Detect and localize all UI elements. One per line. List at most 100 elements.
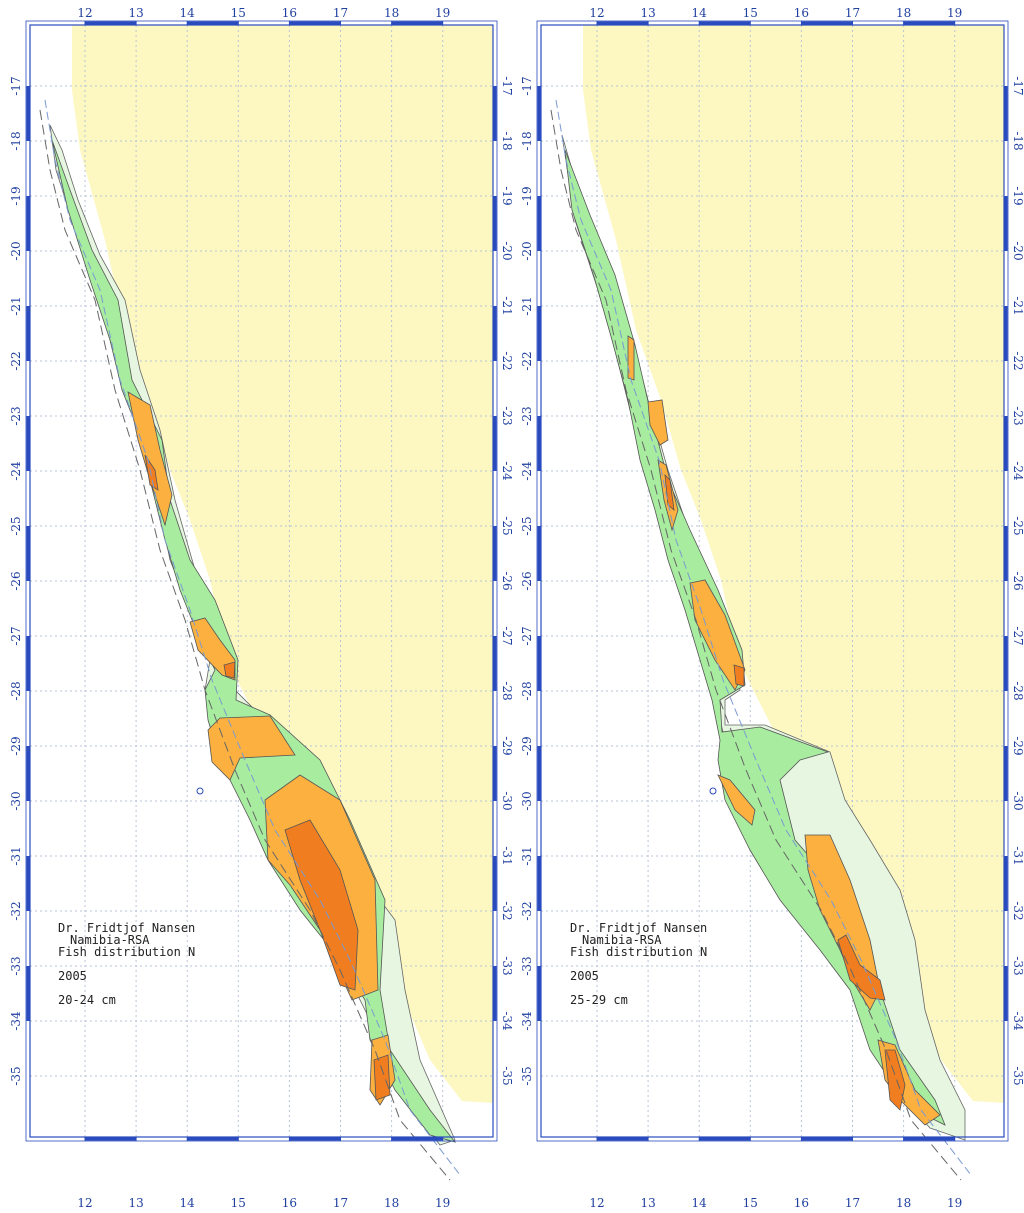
lat-tick-label-right: -19: [500, 186, 514, 205]
lat-tick-label-left: -19: [9, 186, 23, 205]
lon-tick-label-top: 13: [128, 6, 143, 20]
lat-tick-label-right: -26: [1011, 571, 1024, 590]
map-panel-right: 12 12 13 13 14 14 15 15 16 16 17 17 18 18 19 19 -17 -17 -1…: [520, 6, 1024, 1210]
lat-tick-label-left: -26: [520, 571, 534, 590]
lon-tick-label-bottom: 12: [589, 1196, 604, 1210]
caption-size-class: 25-29 cm: [570, 993, 628, 1007]
lon-tick-label-bottom: 19: [435, 1196, 450, 1210]
lat-tick-label-left: -21: [520, 296, 534, 315]
lat-tick-label-right: -22: [1011, 351, 1024, 370]
lat-tick-label-left: -35: [9, 1066, 23, 1085]
lon-tick-label-bottom: 12: [77, 1196, 92, 1210]
lat-tick-label-left: -27: [9, 626, 23, 645]
lat-tick-label-left: -34: [9, 1011, 23, 1031]
lat-tick-label-right: -18: [1011, 131, 1024, 150]
axis-ticks-left: 12 12 13 13 14 14 15 15 16 16 17 17 18 18 19 19 -17 -17 -1…: [9, 6, 514, 1210]
lat-tick-label-left: -26: [9, 571, 23, 590]
lon-tick-label-top: 19: [947, 6, 962, 20]
lat-tick-label-right: -33: [1011, 956, 1024, 975]
lon-tick-label-top: 16: [794, 6, 809, 20]
lat-tick-label-right: -30: [500, 791, 514, 810]
lat-tick-label-left: -24: [9, 461, 23, 481]
map-panel-left: 12 12 13 13 14 14 15 15 16 16 17 17 18 18 19 19 -17 -17 -1…: [9, 6, 514, 1210]
lon-tick-label-top: 16: [282, 6, 297, 20]
lon-tick-label-top: 17: [333, 6, 348, 20]
lat-tick-label-left: -23: [9, 406, 23, 425]
lon-tick-label-top: 15: [231, 6, 246, 20]
lon-tick-label-top: 17: [845, 6, 860, 20]
lat-tick-label-right: -25: [1011, 516, 1024, 535]
lat-tick-label-right: -21: [1011, 296, 1024, 315]
caption-right: Dr. Fridtjof Nansen Namibia-RSA Fish dis…: [570, 921, 707, 1007]
lon-tick-label-bottom: 16: [794, 1196, 809, 1210]
lat-tick-label-right: -27: [500, 626, 514, 645]
lat-tick-label-left: -18: [520, 131, 534, 150]
lat-tick-label-right: -25: [500, 516, 514, 535]
lat-tick-label-left: -29: [520, 736, 534, 755]
caption-size-class: 20-24 cm: [58, 993, 116, 1007]
lat-tick-label-left: -22: [520, 351, 534, 370]
lat-tick-label-right: -24: [500, 461, 514, 481]
lat-tick-label-left: -17: [520, 76, 534, 95]
lat-tick-label-left: -25: [520, 516, 534, 535]
lon-tick-label-top: 15: [743, 6, 758, 20]
lat-tick-label-right: -27: [1011, 626, 1024, 645]
lat-tick-label-right: -23: [1011, 406, 1024, 425]
lat-tick-label-left: -19: [520, 186, 534, 205]
lat-tick-label-left: -33: [520, 956, 534, 975]
lat-tick-label-right: -35: [1011, 1066, 1024, 1085]
lat-tick-label-left: -27: [520, 626, 534, 645]
lat-tick-label-right: -29: [500, 736, 514, 755]
caption-left: Dr. Fridtjof Nansen Namibia-RSA Fish dis…: [58, 921, 195, 1007]
caption-year: 2005: [58, 969, 87, 983]
lat-tick-label-right: -33: [500, 956, 514, 975]
lat-tick-label-left: -30: [520, 791, 534, 810]
lon-tick-label-bottom: 17: [845, 1196, 860, 1210]
lon-tick-label-bottom: 18: [384, 1196, 399, 1210]
lat-tick-label-left: -35: [520, 1066, 534, 1085]
lat-tick-label-right: -30: [1011, 791, 1024, 810]
lat-tick-label-right: -26: [500, 571, 514, 590]
lat-tick-label-left: -21: [9, 296, 23, 315]
lat-tick-label-right: -22: [500, 351, 514, 370]
lon-tick-label-top: 19: [435, 6, 450, 20]
caption-line3: Fish distribution N: [570, 945, 707, 959]
distribution-left: [39, 99, 461, 1181]
lat-tick-label-right: -19: [1011, 186, 1024, 205]
lon-tick-label-top: 12: [589, 6, 604, 20]
lon-tick-label-top: 14: [692, 6, 708, 20]
lon-tick-label-bottom: 15: [743, 1196, 758, 1210]
lon-tick-label-top: 14: [180, 6, 196, 20]
lat-tick-label-left: -17: [9, 76, 23, 95]
lat-tick-label-right: -34: [1011, 1011, 1024, 1031]
lat-tick-label-right: -28: [500, 681, 514, 700]
lat-tick-label-right: -21: [500, 296, 514, 315]
lat-tick-label-right: -24: [1011, 461, 1024, 481]
land-area-left: [72, 25, 493, 1103]
lon-tick-label-top: 13: [640, 6, 655, 20]
lon-tick-label-top: 18: [896, 6, 911, 20]
lon-tick-label-top: 18: [384, 6, 399, 20]
lon-tick-label-bottom: 13: [640, 1196, 655, 1210]
lon-tick-label-bottom: 16: [282, 1196, 297, 1210]
caption-line1: Dr. Fridtjof Nansen: [58, 921, 195, 935]
caption-line1: Dr. Fridtjof Nansen: [570, 921, 707, 935]
lat-tick-label-left: -23: [520, 406, 534, 425]
lat-tick-label-right: -17: [1011, 76, 1024, 95]
lon-tick-label-bottom: 15: [231, 1196, 246, 1210]
lat-tick-label-right: -34: [500, 1011, 514, 1031]
lat-tick-label-right: -28: [1011, 681, 1024, 700]
lat-tick-label-right: -32: [500, 901, 514, 920]
lon-tick-label-bottom: 18: [896, 1196, 911, 1210]
lat-tick-label-left: -30: [9, 791, 23, 810]
lat-tick-label-right: -20: [500, 241, 514, 260]
lat-tick-label-left: -22: [9, 351, 23, 370]
lon-tick-label-bottom: 14: [180, 1196, 196, 1210]
lat-tick-label-left: -31: [9, 846, 23, 865]
lat-tick-label-right: -17: [500, 76, 514, 95]
caption-year: 2005: [570, 969, 599, 983]
lat-tick-label-right: -32: [1011, 901, 1024, 920]
lat-tick-label-left: -28: [9, 681, 23, 700]
lat-tick-label-left: -25: [9, 516, 23, 535]
